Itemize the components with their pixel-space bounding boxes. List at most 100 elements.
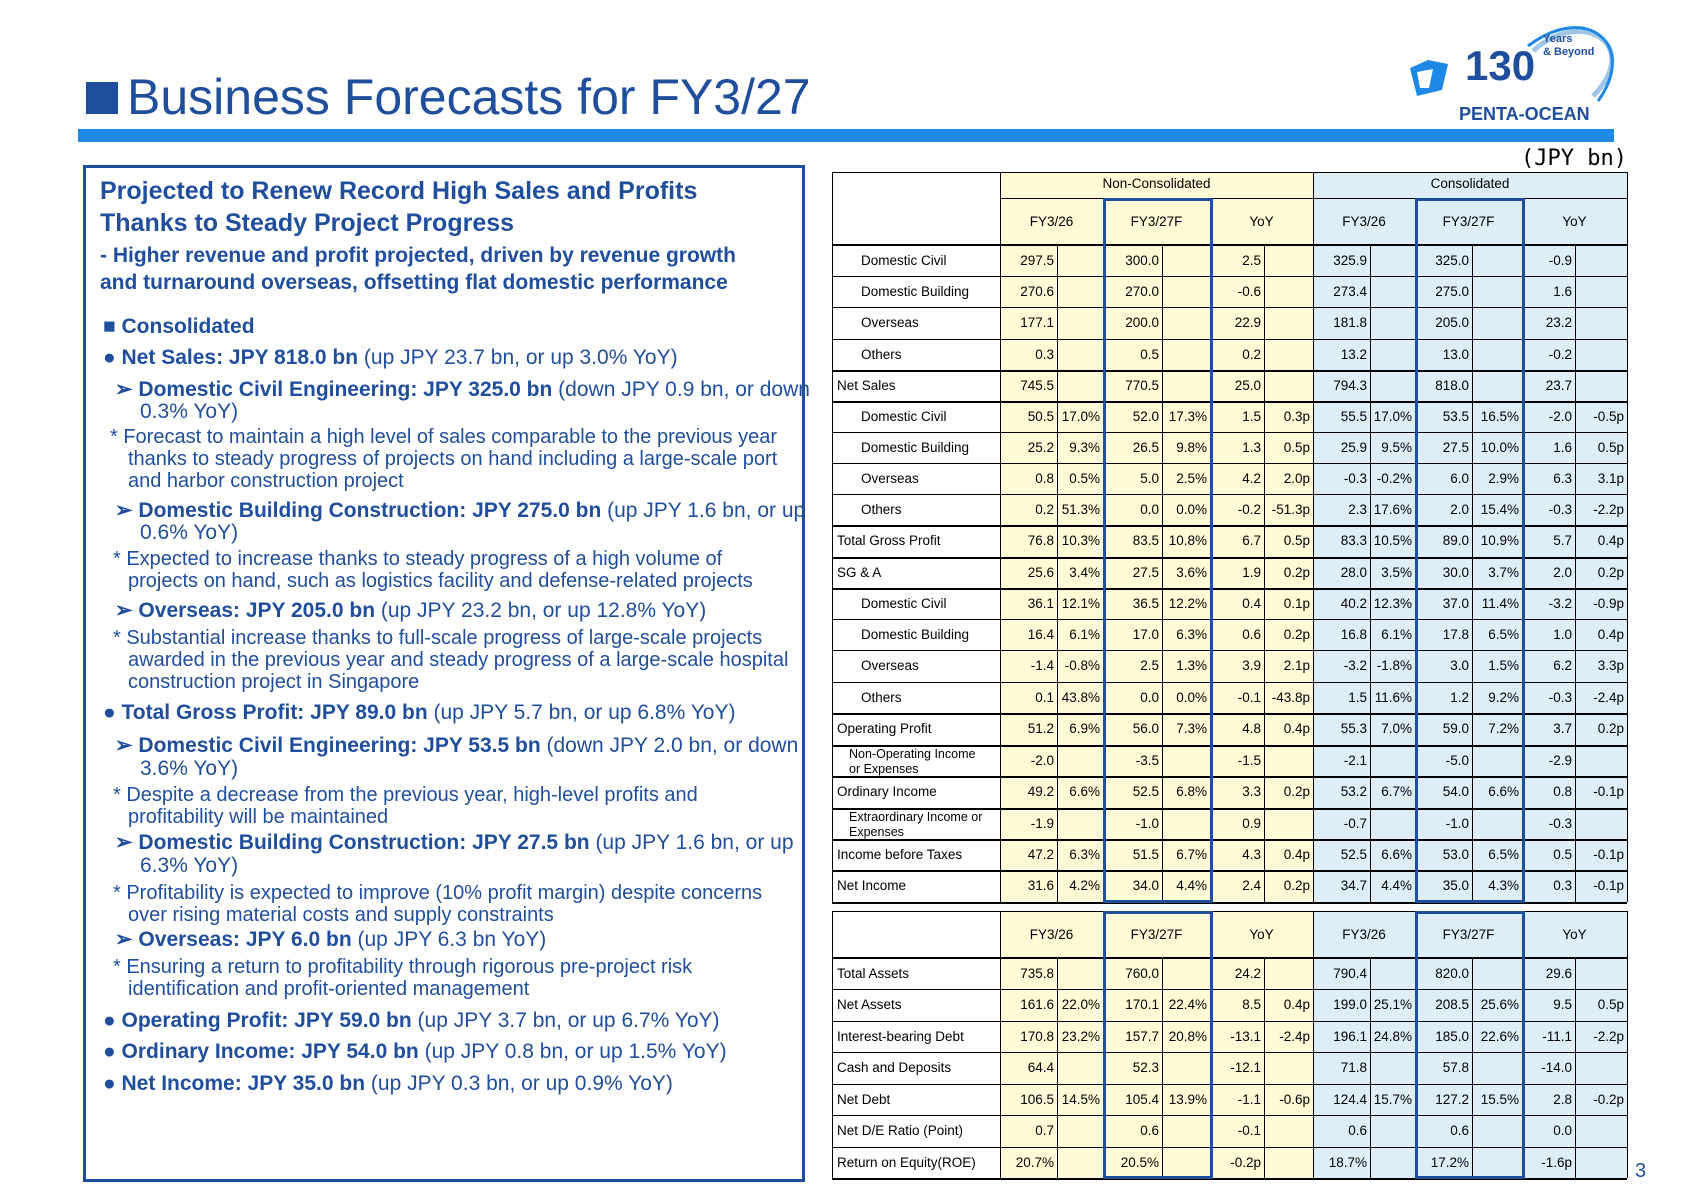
- table-cell: -2.2p: [1593, 1028, 1624, 1044]
- non-consolidated-fill: [1000, 172, 1313, 902]
- table-cell: 0.1: [1035, 689, 1054, 705]
- group-header-non-consolidated: Non-Consolidated: [1102, 176, 1211, 191]
- table-vline: [832, 911, 833, 1178]
- table-vline: [1472, 958, 1473, 1178]
- table-cell: 1.5: [1348, 689, 1367, 705]
- row-label: Net Assets: [837, 997, 902, 1012]
- column-header: YoY: [1249, 213, 1274, 229]
- column-header: FY3/26: [1029, 213, 1074, 229]
- column-header: YoY: [1249, 926, 1274, 942]
- table-vline: [1162, 958, 1163, 1178]
- table-cell: -0.2: [1237, 501, 1261, 517]
- table-cell: 17.0: [1132, 626, 1159, 642]
- table-cell: 23.2: [1545, 315, 1572, 330]
- row-label: Net D/E Ratio (Point): [837, 1123, 964, 1138]
- table-cell: 7.2%: [1488, 721, 1519, 736]
- dce-sales-cont: 0.3% YoY): [140, 400, 239, 423]
- table-cell: 89.0: [1442, 533, 1469, 548]
- row-label: Domestic Civil: [861, 408, 947, 424]
- row-label: Ordinary Income: [837, 784, 937, 799]
- table-cell: 25.9: [1340, 439, 1367, 455]
- table-cell: 2.5: [1140, 658, 1159, 673]
- table-cell: -2.2p: [1593, 501, 1624, 517]
- table-cell: -0.1p: [1593, 846, 1624, 862]
- table-vline: [1264, 958, 1265, 1178]
- table-cell: 2.1p: [1283, 658, 1310, 673]
- table-cell: 27.5: [1442, 439, 1469, 455]
- table-cell: 53.5: [1442, 408, 1469, 424]
- table-cell: 22.9: [1234, 315, 1261, 330]
- consolidated-fill: [1313, 172, 1627, 902]
- table-vline: [1103, 911, 1106, 1178]
- table-cell: 0.0: [1140, 501, 1159, 517]
- table-cell: -0.2p: [1593, 1091, 1624, 1107]
- table-cell: -14.0: [1541, 1060, 1572, 1075]
- table-cell: 4.4%: [1381, 878, 1412, 893]
- table-hline: [832, 870, 1627, 872]
- table-cell: 6.1%: [1069, 626, 1100, 642]
- column-header: FY3/27F: [1442, 213, 1495, 229]
- title-underline-bar: [78, 129, 1614, 142]
- table-cell: 4.3: [1242, 846, 1261, 862]
- table-cell: 3.1p: [1597, 470, 1624, 486]
- table-cell: 170.1: [1125, 997, 1159, 1012]
- table-cell: 9.3%: [1069, 439, 1100, 455]
- table-cell: 13.0: [1442, 346, 1469, 362]
- table-cell: 17.6%: [1373, 501, 1412, 517]
- table-hline: [832, 776, 1627, 778]
- table-cell: -0.8%: [1064, 658, 1100, 673]
- table-hline: [832, 339, 1627, 340]
- table-cell: 770.5: [1125, 377, 1159, 393]
- unit-label: (JPY bn): [1521, 146, 1627, 171]
- dbc-note-2: projects on hand, such as logistics faci…: [128, 570, 753, 592]
- table-cell: -0.6p: [1279, 1091, 1310, 1107]
- summary-subheading-line2: and turnaround overseas, offsetting flat…: [100, 271, 728, 294]
- net-income-line: ● Net Income: JPY 35.0 bn (up JPY 0.3 bn…: [103, 1072, 673, 1095]
- table-cell: 3.4%: [1069, 564, 1100, 580]
- table-cell: 745.5: [1020, 377, 1054, 393]
- summary-heading-line2: Thanks to Steady Project Progress: [100, 209, 515, 237]
- table-cell: 325.9: [1333, 252, 1367, 268]
- table-cell: -0.6: [1237, 283, 1261, 299]
- table-cell: 0.5p: [1283, 533, 1310, 548]
- operating-profit-line: ● Operating Profit: JPY 59.0 bn (up JPY …: [103, 1009, 720, 1032]
- table-cell: 17.0%: [1061, 408, 1100, 424]
- table-cell: 28.0: [1340, 564, 1367, 580]
- table-cell: 23.7: [1545, 377, 1572, 393]
- row-label: Extraordinary Income or: [849, 810, 983, 824]
- table-cell: 25.6%: [1480, 997, 1519, 1012]
- row-label: Domestic Civil: [861, 595, 947, 611]
- table-cell: 51.5: [1132, 846, 1159, 862]
- table-cell: -0.3: [1548, 501, 1572, 517]
- row-label: Domestic Civil: [861, 252, 947, 268]
- table-cell: 0.9: [1242, 815, 1261, 831]
- group-header-consolidated: Consolidated: [1430, 176, 1510, 191]
- table-cell: 0.6: [1242, 626, 1261, 642]
- table-cell: 0.2: [1035, 501, 1054, 517]
- table-hline: [1415, 198, 1525, 201]
- table-cell: 0.4: [1242, 595, 1261, 611]
- table-cell: 6.8%: [1176, 784, 1207, 799]
- table-hline: [832, 957, 1627, 959]
- table-cell: 208.5: [1435, 997, 1469, 1012]
- table-vline: [1000, 172, 1001, 902]
- table-cell: 25.0: [1234, 377, 1261, 393]
- table-cell: 52.5: [1340, 846, 1367, 862]
- table-cell: 34.7: [1340, 878, 1367, 893]
- table-cell: -13.1: [1230, 1028, 1261, 1044]
- table-cell: 18.7%: [1328, 1154, 1367, 1170]
- table-cell: 6.7: [1242, 533, 1261, 548]
- table-cell: 22.4%: [1168, 997, 1207, 1012]
- table-cell: 17.2%: [1430, 1154, 1469, 1170]
- row-label: Others: [861, 501, 902, 517]
- table-vline: [1162, 245, 1163, 902]
- table-cell: -0.1p: [1593, 784, 1624, 799]
- table-cell: 5.7: [1553, 533, 1572, 548]
- table-cell: -12.1: [1230, 1060, 1261, 1075]
- table-cell: -0.3: [1548, 689, 1572, 705]
- row-label: Interest-bearing Debt: [837, 1028, 964, 1044]
- table-cell: 181.8: [1333, 315, 1367, 330]
- table-hline: [832, 808, 1627, 810]
- table-cell: 0.6: [1450, 1123, 1469, 1138]
- table-cell: 0.3p: [1283, 408, 1310, 424]
